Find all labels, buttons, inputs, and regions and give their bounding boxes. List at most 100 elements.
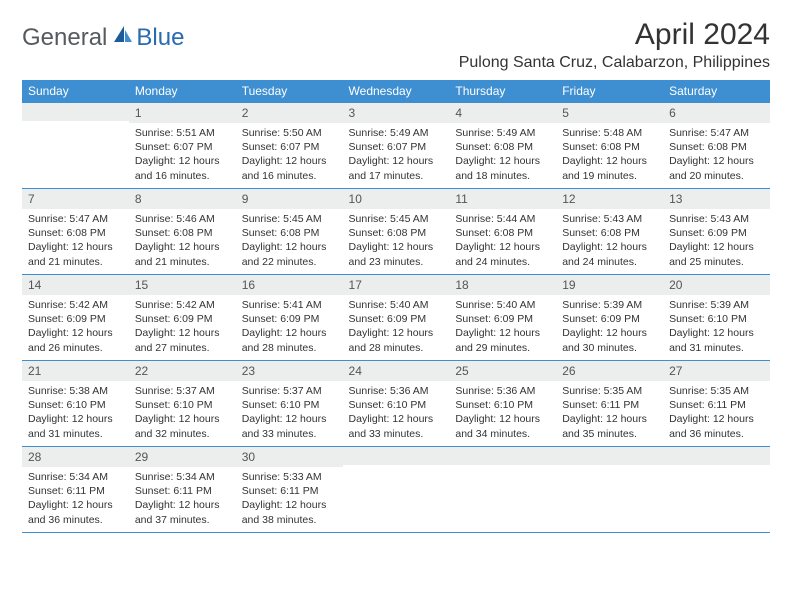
daylight-text: Daylight: 12 hours and 26 minutes. <box>28 326 123 354</box>
calendar-cell: 26Sunrise: 5:35 AMSunset: 6:11 PMDayligh… <box>556 361 663 447</box>
daylight-text: Daylight: 12 hours and 18 minutes. <box>455 154 550 182</box>
sunset-text: Sunset: 6:08 PM <box>455 140 550 154</box>
sunset-text: Sunset: 6:08 PM <box>562 140 657 154</box>
day-content: Sunrise: 5:45 AMSunset: 6:08 PMDaylight:… <box>236 209 343 272</box>
calendar-cell <box>449 447 556 533</box>
day-header: Monday <box>129 80 236 103</box>
calendar-row: 14Sunrise: 5:42 AMSunset: 6:09 PMDayligh… <box>22 275 770 361</box>
calendar-cell: 1Sunrise: 5:51 AMSunset: 6:07 PMDaylight… <box>129 103 236 189</box>
daylight-text: Daylight: 12 hours and 35 minutes. <box>562 412 657 440</box>
day-content: Sunrise: 5:49 AMSunset: 6:08 PMDaylight:… <box>449 123 556 186</box>
calendar-cell: 22Sunrise: 5:37 AMSunset: 6:10 PMDayligh… <box>129 361 236 447</box>
daylight-text: Daylight: 12 hours and 16 minutes. <box>242 154 337 182</box>
daylight-text: Daylight: 12 hours and 28 minutes. <box>349 326 444 354</box>
sunrise-text: Sunrise: 5:49 AM <box>455 126 550 140</box>
day-number: 6 <box>663 103 770 123</box>
daylight-text: Daylight: 12 hours and 36 minutes. <box>28 498 123 526</box>
calendar-cell: 21Sunrise: 5:38 AMSunset: 6:10 PMDayligh… <box>22 361 129 447</box>
sunrise-text: Sunrise: 5:35 AM <box>562 384 657 398</box>
day-content: Sunrise: 5:35 AMSunset: 6:11 PMDaylight:… <box>663 381 770 444</box>
daylight-text: Daylight: 12 hours and 30 minutes. <box>562 326 657 354</box>
calendar-row: 28Sunrise: 5:34 AMSunset: 6:11 PMDayligh… <box>22 447 770 533</box>
day-number: 4 <box>449 103 556 123</box>
sunrise-text: Sunrise: 5:44 AM <box>455 212 550 226</box>
daylight-text: Daylight: 12 hours and 33 minutes. <box>349 412 444 440</box>
day-number: 28 <box>22 447 129 467</box>
daylight-text: Daylight: 12 hours and 25 minutes. <box>669 240 764 268</box>
day-number <box>449 447 556 465</box>
sunrise-text: Sunrise: 5:47 AM <box>28 212 123 226</box>
sunrise-text: Sunrise: 5:42 AM <box>28 298 123 312</box>
day-content: Sunrise: 5:42 AMSunset: 6:09 PMDaylight:… <box>129 295 236 358</box>
daylight-text: Daylight: 12 hours and 17 minutes. <box>349 154 444 182</box>
day-number <box>556 447 663 465</box>
sunrise-text: Sunrise: 5:39 AM <box>562 298 657 312</box>
day-header: Friday <box>556 80 663 103</box>
calendar-cell <box>343 447 450 533</box>
daylight-text: Daylight: 12 hours and 19 minutes. <box>562 154 657 182</box>
calendar-cell: 12Sunrise: 5:43 AMSunset: 6:08 PMDayligh… <box>556 189 663 275</box>
day-content: Sunrise: 5:37 AMSunset: 6:10 PMDaylight:… <box>129 381 236 444</box>
logo-text-general: General <box>22 24 107 52</box>
sunset-text: Sunset: 6:09 PM <box>562 312 657 326</box>
day-content: Sunrise: 5:37 AMSunset: 6:10 PMDaylight:… <box>236 381 343 444</box>
day-content: Sunrise: 5:36 AMSunset: 6:10 PMDaylight:… <box>343 381 450 444</box>
day-content: Sunrise: 5:36 AMSunset: 6:10 PMDaylight:… <box>449 381 556 444</box>
sunrise-text: Sunrise: 5:34 AM <box>135 470 230 484</box>
daylight-text: Daylight: 12 hours and 33 minutes. <box>242 412 337 440</box>
sunrise-text: Sunrise: 5:42 AM <box>135 298 230 312</box>
logo-text-blue: Blue <box>136 24 184 52</box>
sunset-text: Sunset: 6:10 PM <box>669 312 764 326</box>
logo-sail-icon <box>112 24 134 49</box>
day-content: Sunrise: 5:39 AMSunset: 6:10 PMDaylight:… <box>663 295 770 358</box>
day-number: 12 <box>556 189 663 209</box>
day-number: 1 <box>129 103 236 123</box>
sunrise-text: Sunrise: 5:40 AM <box>349 298 444 312</box>
calendar-cell: 7Sunrise: 5:47 AMSunset: 6:08 PMDaylight… <box>22 189 129 275</box>
sunrise-text: Sunrise: 5:47 AM <box>669 126 764 140</box>
sunrise-text: Sunrise: 5:45 AM <box>242 212 337 226</box>
sunset-text: Sunset: 6:08 PM <box>242 226 337 240</box>
calendar-cell: 8Sunrise: 5:46 AMSunset: 6:08 PMDaylight… <box>129 189 236 275</box>
day-header: Tuesday <box>236 80 343 103</box>
daylight-text: Daylight: 12 hours and 20 minutes. <box>669 154 764 182</box>
daylight-text: Daylight: 12 hours and 21 minutes. <box>135 240 230 268</box>
sunset-text: Sunset: 6:10 PM <box>455 398 550 412</box>
day-number: 27 <box>663 361 770 381</box>
sunset-text: Sunset: 6:09 PM <box>455 312 550 326</box>
sunset-text: Sunset: 6:11 PM <box>135 484 230 498</box>
day-number: 23 <box>236 361 343 381</box>
calendar-cell <box>556 447 663 533</box>
day-header: Thursday <box>449 80 556 103</box>
day-content: Sunrise: 5:38 AMSunset: 6:10 PMDaylight:… <box>22 381 129 444</box>
daylight-text: Daylight: 12 hours and 37 minutes. <box>135 498 230 526</box>
daylight-text: Daylight: 12 hours and 27 minutes. <box>135 326 230 354</box>
day-number <box>343 447 450 465</box>
day-content: Sunrise: 5:47 AMSunset: 6:08 PMDaylight:… <box>663 123 770 186</box>
day-header: Sunday <box>22 80 129 103</box>
calendar-row: 21Sunrise: 5:38 AMSunset: 6:10 PMDayligh… <box>22 361 770 447</box>
sunset-text: Sunset: 6:08 PM <box>135 226 230 240</box>
day-number: 2 <box>236 103 343 123</box>
day-number: 10 <box>343 189 450 209</box>
calendar-table: Sunday Monday Tuesday Wednesday Thursday… <box>22 80 770 533</box>
sunrise-text: Sunrise: 5:43 AM <box>562 212 657 226</box>
sunset-text: Sunset: 6:09 PM <box>28 312 123 326</box>
sunset-text: Sunset: 6:10 PM <box>349 398 444 412</box>
calendar-cell: 11Sunrise: 5:44 AMSunset: 6:08 PMDayligh… <box>449 189 556 275</box>
calendar-cell: 18Sunrise: 5:40 AMSunset: 6:09 PMDayligh… <box>449 275 556 361</box>
sunset-text: Sunset: 6:10 PM <box>135 398 230 412</box>
sunrise-text: Sunrise: 5:49 AM <box>349 126 444 140</box>
sunset-text: Sunset: 6:07 PM <box>349 140 444 154</box>
title-block: April 2024 Pulong Santa Cruz, Calabarzon… <box>459 18 770 72</box>
calendar-row: 7Sunrise: 5:47 AMSunset: 6:08 PMDaylight… <box>22 189 770 275</box>
sunrise-text: Sunrise: 5:51 AM <box>135 126 230 140</box>
day-content: Sunrise: 5:50 AMSunset: 6:07 PMDaylight:… <box>236 123 343 186</box>
calendar-cell: 13Sunrise: 5:43 AMSunset: 6:09 PMDayligh… <box>663 189 770 275</box>
day-number: 5 <box>556 103 663 123</box>
sunrise-text: Sunrise: 5:33 AM <box>242 470 337 484</box>
logo: General Blue <box>22 24 184 52</box>
sunrise-text: Sunrise: 5:45 AM <box>349 212 444 226</box>
sunset-text: Sunset: 6:08 PM <box>455 226 550 240</box>
day-header: Wednesday <box>343 80 450 103</box>
